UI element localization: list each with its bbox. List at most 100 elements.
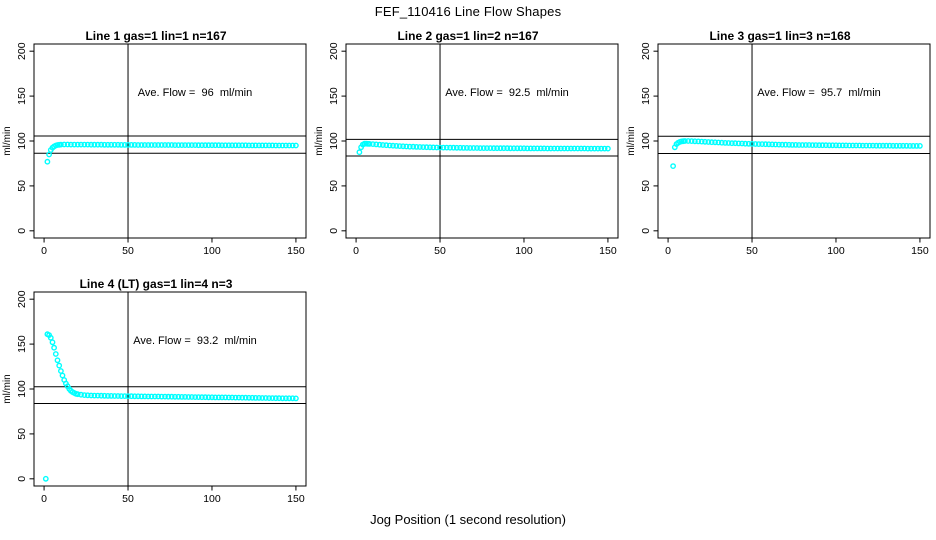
data-point — [195, 142, 202, 149]
data-point — [155, 142, 162, 148]
data-point — [762, 141, 769, 148]
data-point — [534, 145, 541, 152]
data-point — [775, 141, 782, 148]
data-point — [822, 142, 829, 149]
y-tick-label: 150 — [640, 87, 652, 105]
data-point — [74, 141, 81, 148]
data-point — [725, 140, 732, 146]
data-point — [578, 145, 584, 152]
data-point — [524, 145, 531, 152]
data-point — [816, 142, 823, 149]
data-point — [175, 142, 182, 149]
y-tick-label: 100 — [328, 132, 340, 150]
data-point — [68, 141, 74, 148]
data-point — [198, 142, 205, 149]
data-point — [266, 142, 272, 149]
data-point — [544, 145, 551, 152]
data-point — [192, 142, 199, 149]
data-point — [443, 144, 450, 151]
y-tick-label: 50 — [640, 180, 652, 192]
data-point — [547, 145, 554, 152]
data-point — [94, 392, 101, 399]
data-point — [380, 142, 386, 148]
data-point — [239, 142, 246, 149]
data-point — [584, 145, 591, 152]
y-tick-label: 100 — [16, 380, 28, 398]
y-tick-label: 200 — [328, 42, 340, 60]
data-point — [151, 393, 158, 400]
data-point — [370, 141, 376, 148]
data-point — [155, 393, 162, 400]
data-point — [239, 394, 246, 401]
data-point — [866, 142, 873, 149]
data-point — [604, 145, 611, 152]
data-point — [685, 138, 692, 144]
data-point — [755, 141, 762, 148]
data-point — [219, 142, 225, 149]
data-point — [232, 142, 239, 149]
data-point — [396, 143, 403, 150]
data-point — [138, 393, 145, 400]
data-point — [175, 393, 182, 400]
data-point — [81, 141, 88, 148]
data-point — [880, 142, 886, 149]
data-point — [806, 142, 813, 148]
data-point — [158, 142, 165, 148]
data-point — [121, 393, 128, 400]
data-point — [158, 393, 165, 400]
y-tick-label: 50 — [328, 180, 340, 192]
data-point — [598, 145, 605, 152]
x-tick-label: 100 — [203, 493, 221, 505]
data-point — [574, 145, 581, 152]
data-point — [682, 138, 688, 144]
data-point — [118, 142, 125, 148]
data-point — [282, 142, 289, 149]
data-point — [554, 145, 561, 152]
data-point — [262, 142, 269, 149]
data-point — [232, 394, 239, 401]
data-point — [386, 142, 393, 149]
panel-title-line-3: Line 3 gas=1 lin=3 n=168 — [709, 29, 851, 43]
data-point — [863, 142, 870, 149]
data-point — [185, 142, 192, 149]
data-point — [252, 394, 259, 401]
data-point — [249, 394, 256, 401]
data-point — [427, 144, 433, 151]
data-point — [732, 140, 739, 147]
data-point — [896, 142, 903, 149]
data-point — [121, 142, 128, 148]
data-point — [670, 163, 676, 170]
data-point — [453, 144, 460, 151]
data-point — [235, 394, 242, 401]
data-point — [739, 140, 745, 147]
data-point — [504, 145, 511, 152]
data-point — [125, 393, 131, 400]
data-point — [400, 143, 407, 150]
data-point — [162, 393, 168, 400]
y-tick-label: 100 — [640, 132, 652, 150]
data-point — [162, 142, 168, 148]
data-point — [56, 362, 63, 369]
data-point — [708, 139, 715, 146]
data-point — [588, 145, 594, 152]
x-tick-label: 100 — [515, 245, 533, 257]
data-point — [168, 142, 175, 148]
y-tick-label: 150 — [16, 335, 28, 353]
panel-line-2: 0 50 100 150 0 50 100 150 200 ml/min Line 2 gas=1… — [312, 20, 624, 270]
panel-line-1: 0 50 100 150 0 50 100 150 200 ml/min Line 1 gas=1… — [0, 20, 312, 270]
data-point — [59, 372, 66, 379]
data-point — [447, 144, 454, 151]
data-point — [225, 142, 232, 149]
data-point — [182, 142, 189, 149]
data-point — [463, 145, 470, 151]
data-point — [792, 142, 799, 148]
data-point — [913, 143, 920, 149]
x-tick-label: 150 — [911, 245, 929, 257]
x-tick-label: 50 — [746, 245, 758, 257]
data-point — [256, 142, 262, 149]
data-point — [521, 145, 527, 152]
data-point — [115, 393, 121, 399]
data-point — [286, 142, 293, 149]
plot-box — [345, 43, 619, 239]
